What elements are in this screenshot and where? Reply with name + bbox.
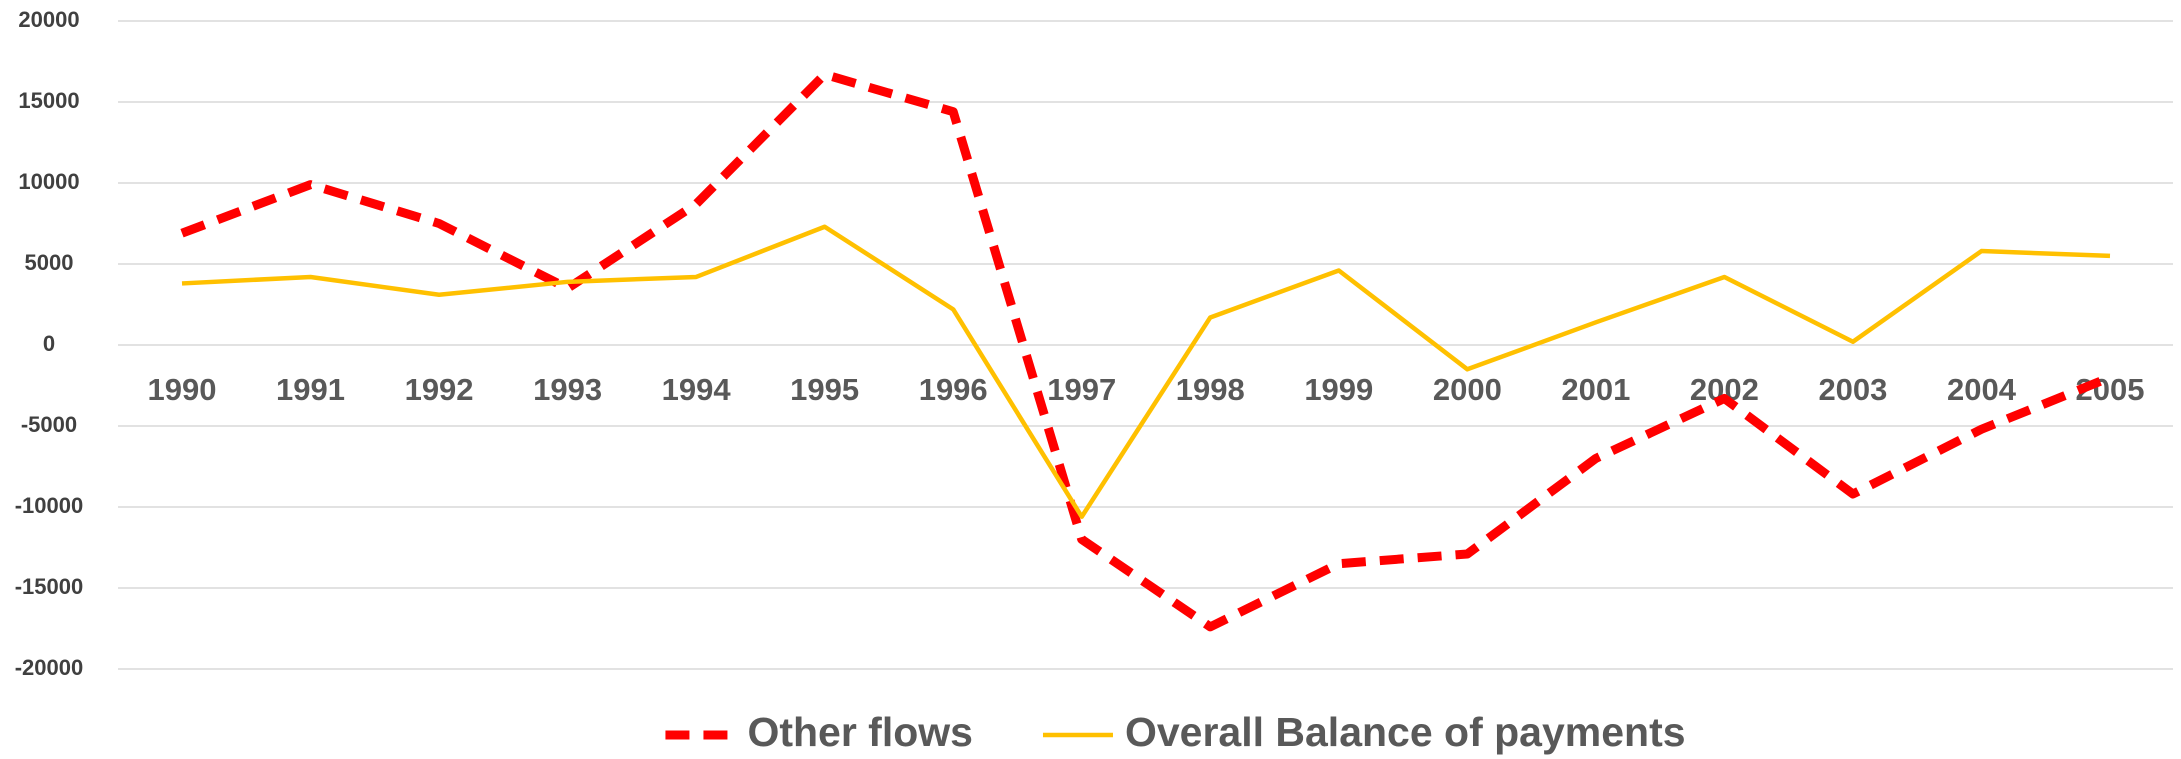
x-tick-label: 1994 <box>662 372 732 407</box>
y-tick-label: 10000 <box>18 169 79 194</box>
x-tick-label: 1991 <box>276 372 345 407</box>
x-tick-label: 1995 <box>790 372 859 407</box>
x-tick-label: 1990 <box>148 372 217 407</box>
x-tick-label: 2000 <box>1433 372 1502 407</box>
series-line <box>180 69 2112 632</box>
y-tick-label: 0 <box>43 331 55 356</box>
x-tick-label: 1999 <box>1304 372 1373 407</box>
y-tick-label: -15000 <box>15 574 84 599</box>
y-tick-label: -5000 <box>21 412 77 437</box>
x-tick-label: 1992 <box>405 372 474 407</box>
series-line <box>181 224 2111 519</box>
y-tick-label: 5000 <box>25 250 74 275</box>
legend-label: Overall Balance of payments <box>1125 709 1686 755</box>
y-tick-label: 15000 <box>18 88 79 113</box>
x-tick-label: 1997 <box>1047 372 1116 407</box>
x-tick-label: 1993 <box>533 372 602 407</box>
x-tick-label: 2003 <box>1818 372 1887 407</box>
x-tick-label: 2001 <box>1561 372 1630 407</box>
x-tick-label: 2004 <box>1947 372 2017 407</box>
y-tick-label: -10000 <box>15 493 84 518</box>
x-tick-label: 1998 <box>1176 372 1245 407</box>
y-tick-label: -20000 <box>15 655 84 680</box>
x-tick-label: 1996 <box>919 372 988 407</box>
legend-label: Other flows <box>747 709 973 755</box>
y-tick-label: 20000 <box>18 7 79 32</box>
